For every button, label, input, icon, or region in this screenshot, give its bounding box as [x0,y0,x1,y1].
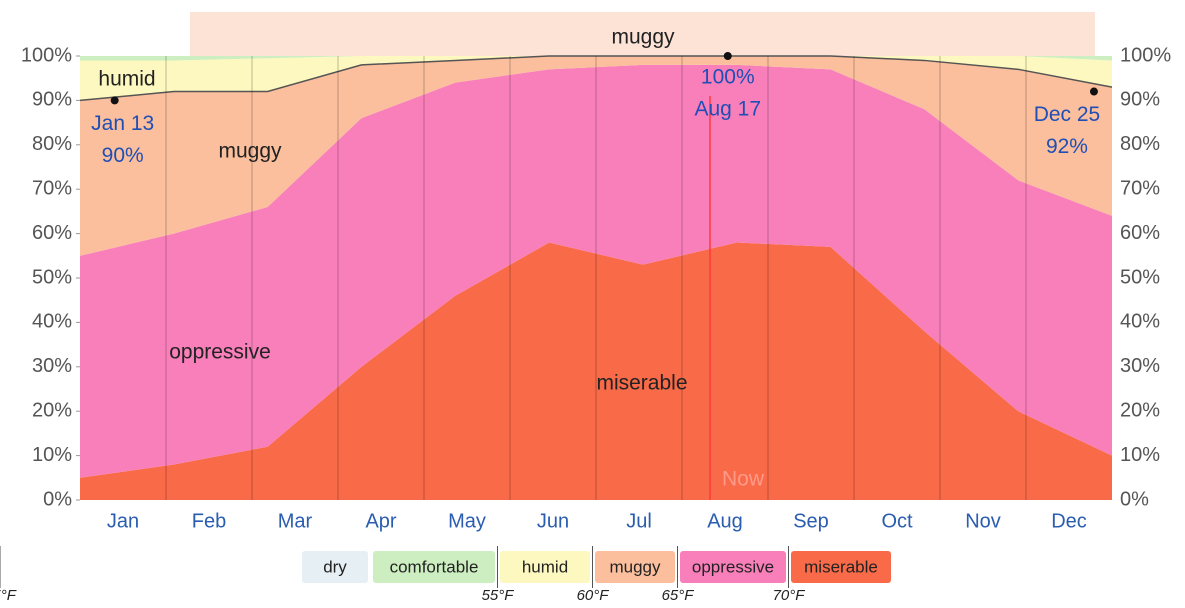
y2-tick-label: 100% [1120,44,1171,66]
area [80,64,1112,478]
y2-tick-label: 30% [1120,355,1160,377]
area [80,242,1112,501]
x-tick-label: Aug [707,510,743,532]
y2-tick-label: 10% [1120,444,1160,466]
threshold-label: 70°F [773,587,806,603]
area [80,56,1112,61]
legend-label: comfortable [390,557,479,576]
highlight-label: muggy [611,26,675,49]
y-tick-label: 0% [43,488,72,510]
x-tick-label: Nov [965,510,1001,532]
legend-swatch [680,551,786,583]
legend-swatch [791,551,891,583]
x-tick-label: Feb [192,510,226,532]
threshold-label: 55°F [482,587,515,603]
x-tick-label: Jan [107,510,139,532]
annotation-label: Aug 17 [694,98,761,121]
y-tick-label: 100% [21,44,72,66]
y-tick-label: 10% [32,444,72,466]
x-tick-label: Jul [626,510,652,532]
annotation-value: 100% [701,66,755,89]
y2-tick-label: 40% [1120,311,1160,333]
x-tick-label: Jun [537,510,569,532]
threshold-label: 60°F [577,587,610,603]
x-tick-label: Sep [793,510,829,532]
y-tick-label: 60% [32,222,72,244]
annotation-point [1089,87,1098,96]
y2-tick-label: 80% [1120,133,1160,155]
annotation-value: 92% [1046,135,1088,158]
muggy-top-line [79,55,1113,102]
area [80,56,1112,101]
area-label: oppressive [169,341,271,364]
y-tick-label: 30% [32,355,72,377]
y-tick-label: 70% [32,177,72,199]
y-tick-label: 80% [32,133,72,155]
legend-label: miserable [804,557,878,576]
y2-tick-label: 50% [1120,266,1160,288]
area-label: humid [98,68,155,91]
y-tick-label: 20% [32,399,72,421]
annotation-label: Jan 13 [91,112,154,135]
legend-swatch [500,551,590,583]
y-tick-label: 50% [32,266,72,288]
x-tick-label: Dec [1051,510,1087,532]
x-tick-label: Apr [365,510,396,532]
area [80,56,1112,256]
legend-label: oppressive [692,557,774,576]
x-tick-label: Mar [278,510,313,532]
legend-label: muggy [609,557,661,576]
annotation-label: Dec 25 [1034,103,1101,126]
annotation-value: 90% [102,144,144,167]
y-tick-label: 90% [32,89,72,111]
threshold-label: 65°F [662,587,695,603]
y2-tick-label: 20% [1120,399,1160,421]
legend-label: dry [323,557,347,576]
legend-label: humid [522,557,568,576]
x-tick-label: Oct [881,510,913,532]
highlight-band [190,12,1095,56]
y2-tick-label: 90% [1120,89,1160,111]
y-tick-label: 40% [32,311,72,333]
y2-tick-label: 60% [1120,222,1160,244]
legend-swatch [595,551,675,583]
y2-tick-label: 0% [1120,488,1149,510]
now-label: Now [722,468,765,491]
legend-swatch [373,551,495,583]
x-tick-label: May [448,510,486,532]
annotation-point [110,96,119,105]
legend-swatch [302,551,368,583]
threshold-label: 75°F [0,587,17,603]
annotation-point [723,52,732,60]
area-label: muggy [218,140,282,163]
y2-tick-label: 70% [1120,177,1160,199]
area-label: miserable [596,372,687,395]
